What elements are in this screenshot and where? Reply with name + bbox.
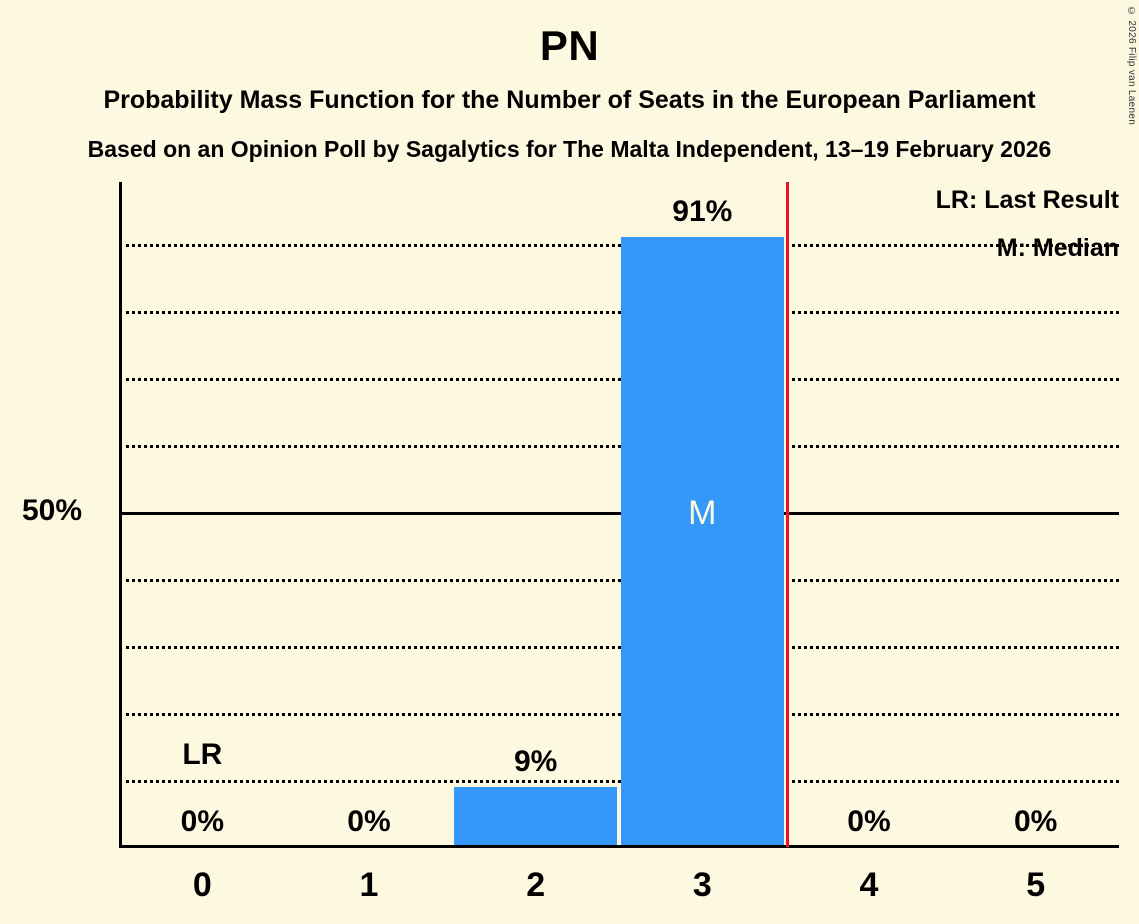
value-label-seats-5: 0% <box>1013 805 1058 838</box>
median-marker: M <box>688 494 717 532</box>
gridline-10 <box>119 780 1119 783</box>
bar-seats-3[interactable]: M <box>621 237 784 847</box>
value-label-seats-2: 9% <box>513 744 558 778</box>
legend-median: M: Median <box>996 234 1119 262</box>
bar-seats-2[interactable] <box>454 786 617 847</box>
copyright-notice: © 2026 Filip van Laenen <box>1126 6 1137 126</box>
last-result-marker-label: LR <box>182 738 223 771</box>
chart-source-line: Based on an Opinion Poll by Sagalytics f… <box>87 136 1052 162</box>
value-label-seats-0: 0% <box>180 805 224 838</box>
gridline-50 <box>119 512 1119 515</box>
chart-title: PN <box>539 22 600 69</box>
x-tick-2: 2 <box>526 866 546 904</box>
legend-last-result: LR: Last Result <box>935 186 1119 214</box>
x-axis-line <box>119 845 1119 848</box>
y-axis-line <box>119 182 122 848</box>
y-tick-label-50: 50% <box>21 494 82 527</box>
x-tick-0: 0 <box>192 866 212 904</box>
gridline-30 <box>119 646 1119 649</box>
x-tick-1: 1 <box>359 866 379 904</box>
value-label-seats-3: 91% <box>672 195 733 229</box>
gridline-60 <box>119 445 1119 448</box>
x-tick-5: 5 <box>1026 866 1046 904</box>
gridline-40 <box>119 579 1119 582</box>
plot-area: M <box>119 182 1119 847</box>
x-tick-3: 3 <box>692 866 712 904</box>
value-label-seats-1: 0% <box>347 805 391 838</box>
last-result-line <box>785 182 789 847</box>
gridline-80 <box>119 311 1119 314</box>
x-tick-4: 4 <box>859 866 879 904</box>
gridline-20 <box>119 713 1119 716</box>
chart-subtitle: Probability Mass Function for the Number… <box>103 86 1036 114</box>
gridline-70 <box>119 378 1119 381</box>
value-label-seats-4: 0% <box>847 805 891 838</box>
gridline-90 <box>119 244 1119 247</box>
